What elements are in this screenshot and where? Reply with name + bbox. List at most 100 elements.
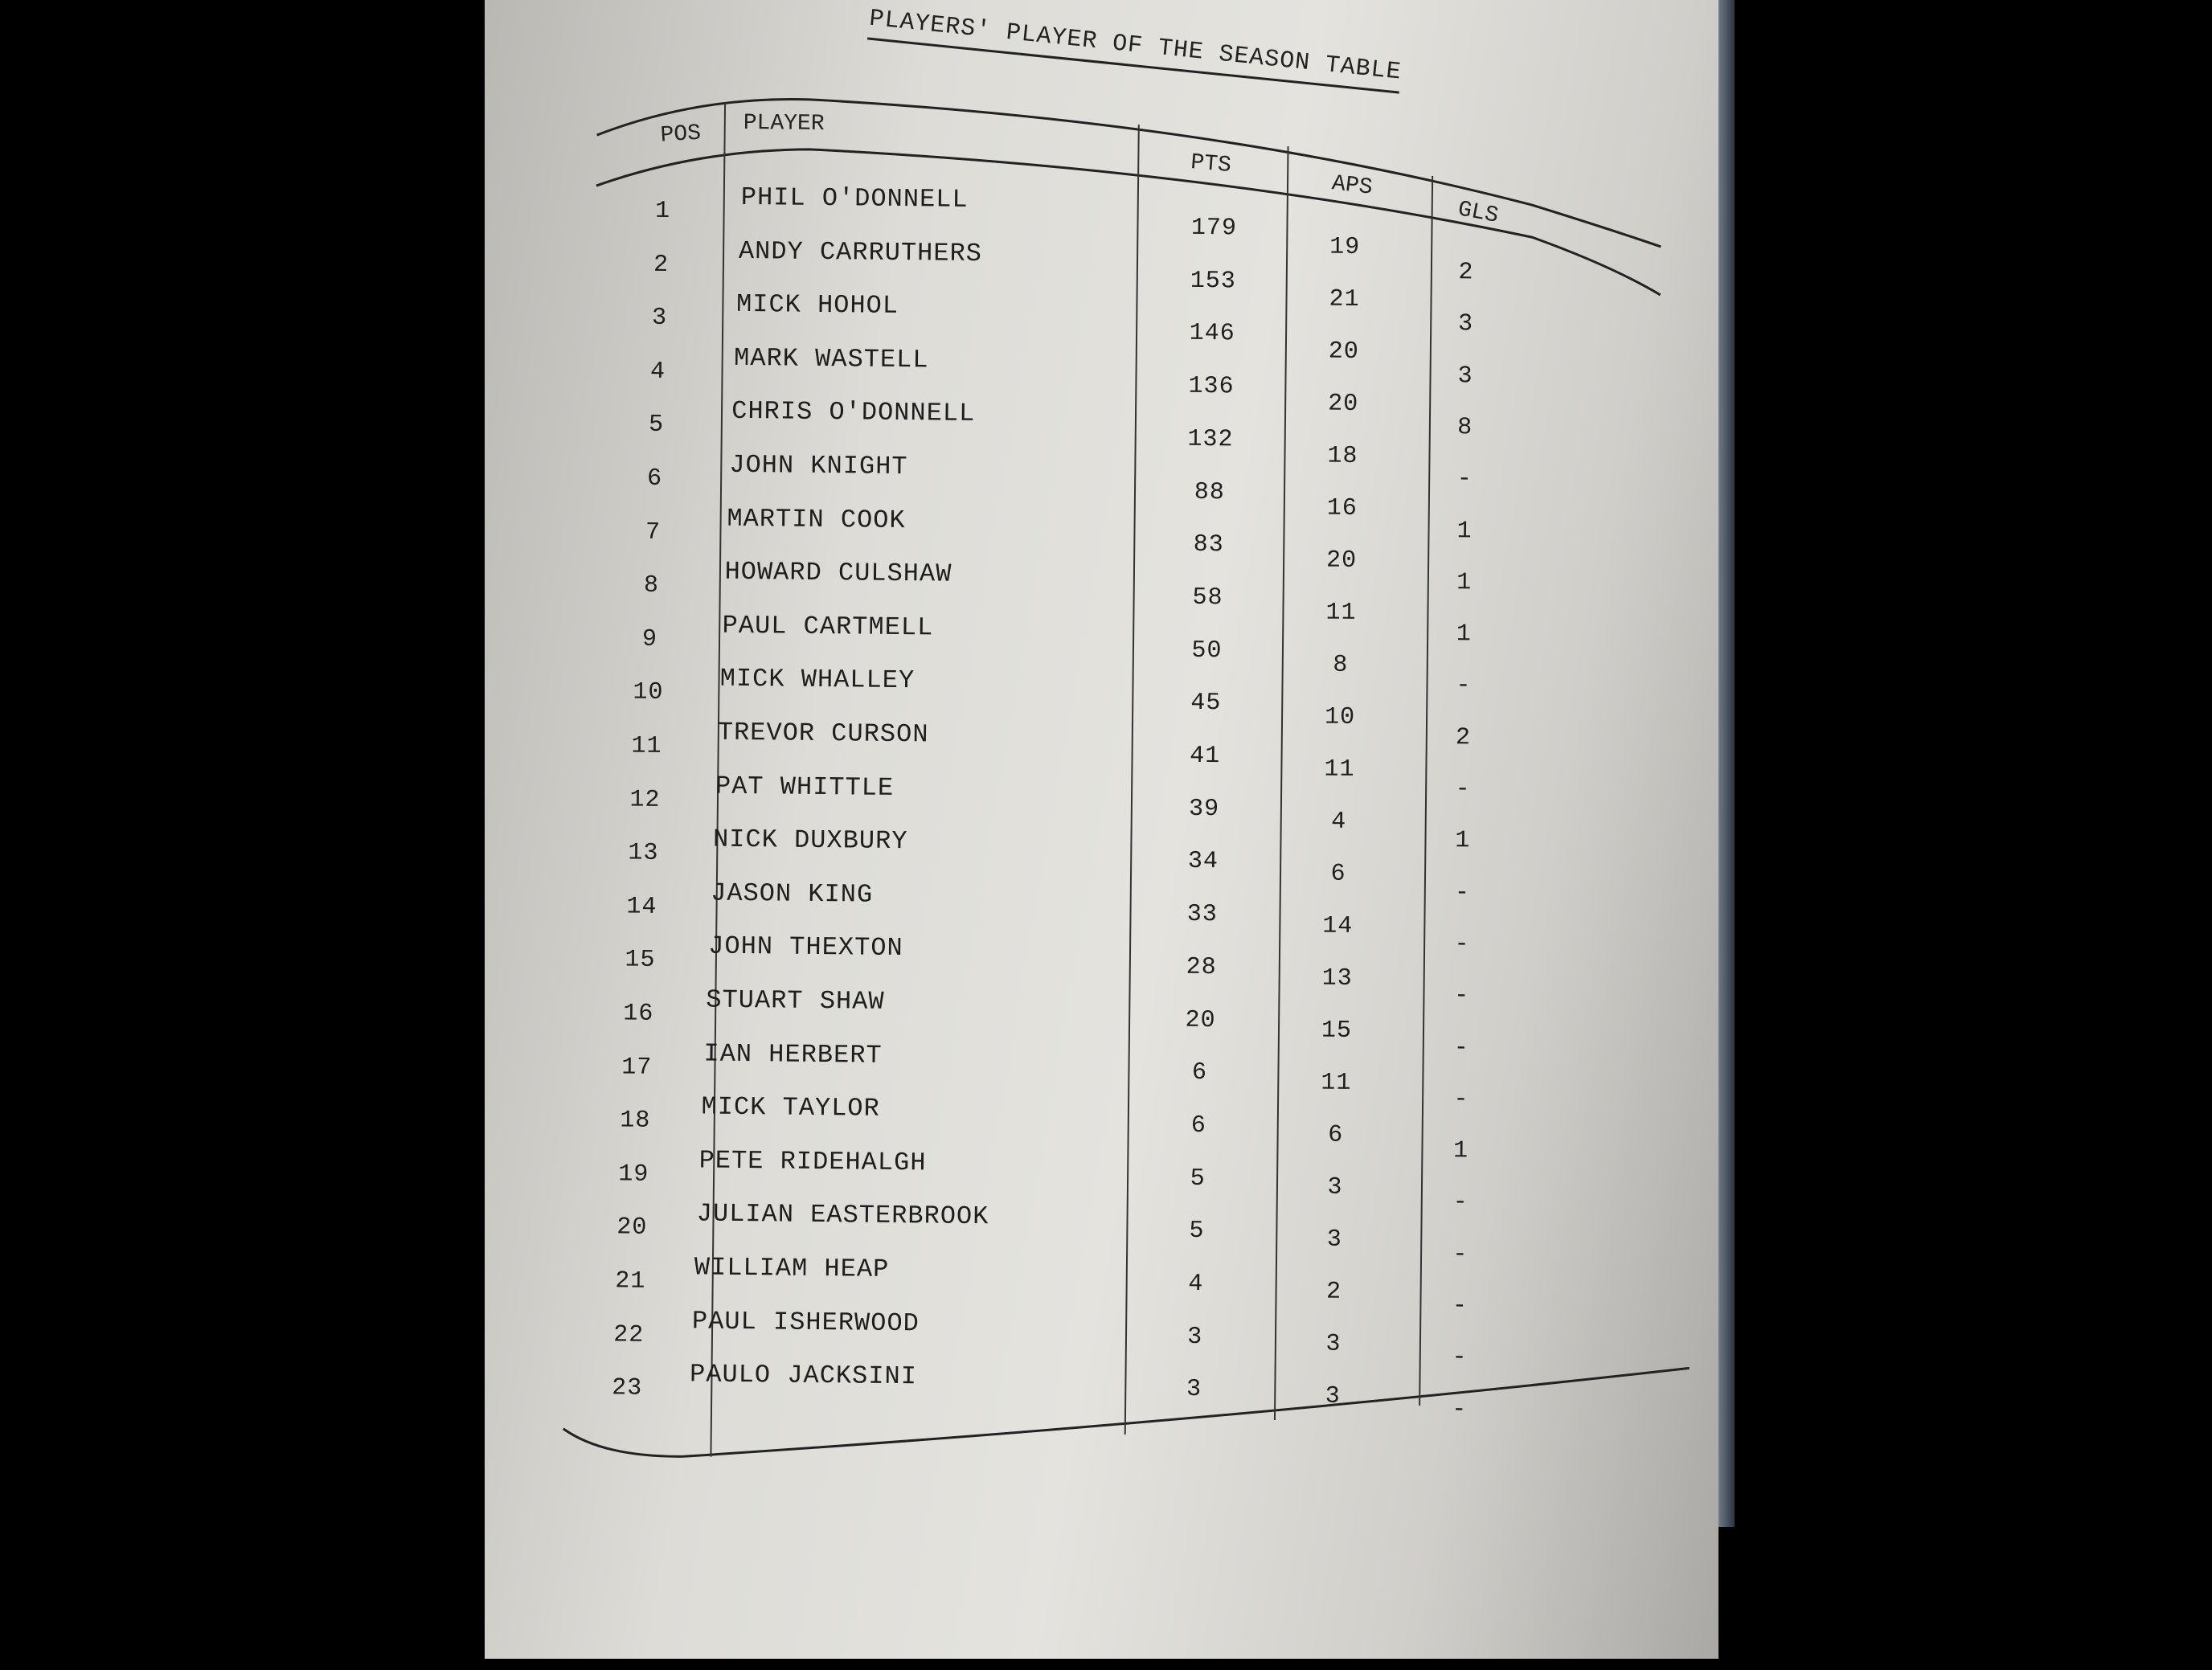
row-pos: 23 (612, 1374, 643, 1402)
row-gls: 1 (1455, 827, 1471, 855)
row-pts: 28 (1186, 953, 1217, 982)
header-pos: POS (659, 121, 702, 149)
row-pos: 17 (621, 1054, 653, 1082)
row-gls: - (1452, 1292, 1469, 1320)
binder-edge (1718, 0, 1735, 1527)
row-pts: 153 (1190, 267, 1236, 296)
row-pos: 15 (625, 946, 656, 975)
row-pos: 3 (651, 304, 668, 333)
row-pts: 3 (1186, 1376, 1202, 1404)
row-aps: 13 (1321, 964, 1353, 993)
row-pos: 9 (641, 625, 658, 653)
row-player-name: PAUL CARTMELL (722, 610, 934, 643)
header-player: PLAYER (743, 110, 825, 137)
row-player-name: IAN HERBERT (703, 1038, 883, 1070)
row-pts: 5 (1189, 1218, 1205, 1246)
row-player-name: MICK TAYLOR (701, 1091, 880, 1124)
row-aps: 15 (1321, 1017, 1353, 1045)
row-pts: 33 (1186, 900, 1218, 929)
row-aps: 11 (1324, 755, 1355, 784)
row-gls: 3 (1457, 310, 1474, 338)
row-pts: 179 (1190, 214, 1238, 243)
row-gls: - (1453, 982, 1470, 1010)
row-aps: 16 (1326, 494, 1358, 523)
row-pos: 12 (629, 786, 661, 814)
row-pts: 3 (1187, 1323, 1203, 1351)
row-pos: 8 (643, 571, 660, 600)
row-pts: 41 (1189, 742, 1221, 771)
row-gls: - (1456, 672, 1472, 700)
header-pts: PTS (1190, 150, 1232, 179)
row-gls: - (1451, 1395, 1468, 1424)
row-player-name: STUART SHAW (706, 984, 885, 1017)
row-gls: 8 (1457, 414, 1473, 442)
row-player-name: CHRIS O'DONNELL (731, 396, 976, 429)
row-pos: 16 (623, 1000, 654, 1028)
row-player-name: PAUL ISHERWOOD (691, 1305, 920, 1338)
row-player-name: PAULO JACKSINI (689, 1359, 918, 1392)
row-aps: 6 (1330, 860, 1346, 888)
row-pos: 5 (648, 411, 665, 440)
row-pos: 1 (654, 197, 671, 226)
row-aps: 3 (1326, 1226, 1342, 1254)
header-aps: APS (1330, 171, 1374, 201)
row-pts: 136 (1188, 372, 1235, 401)
row-pts: 50 (1191, 636, 1223, 665)
row-pos: 6 (646, 465, 663, 493)
row-aps: 14 (1322, 912, 1354, 940)
row-player-name: PHIL O'DONNELL (740, 182, 969, 215)
row-pos: 19 (618, 1160, 649, 1189)
row-pts: 146 (1189, 320, 1235, 348)
row-gls: - (1454, 878, 1471, 907)
row-gls: 2 (1458, 259, 1474, 287)
row-pos: 22 (613, 1320, 645, 1349)
row-aps: 3 (1325, 1382, 1341, 1410)
row-player-name: HOWARD CULSHAW (724, 556, 952, 589)
row-pts: 39 (1188, 795, 1220, 823)
row-pts: 4 (1188, 1270, 1204, 1299)
row-aps: 19 (1329, 233, 1361, 262)
row-player-name: WILLIAM HEAP (694, 1252, 890, 1284)
row-aps: 20 (1325, 546, 1358, 575)
row-player-name: JOHN KNIGHT (729, 449, 908, 482)
row-gls: - (1453, 1034, 1469, 1062)
row-pts: 45 (1190, 690, 1222, 718)
row-aps: 11 (1321, 1069, 1352, 1097)
row-pts: 5 (1190, 1164, 1206, 1193)
row-gls: 1 (1452, 1137, 1469, 1165)
row-aps: 2 (1325, 1278, 1342, 1306)
row-player-name: MICK WHALLEY (719, 664, 916, 696)
row-aps: 11 (1325, 599, 1357, 628)
row-pts: 83 (1193, 531, 1224, 559)
row-gls: 2 (1455, 723, 1472, 752)
row-aps: 4 (1331, 808, 1347, 836)
row-pos: 10 (633, 678, 664, 707)
row-player-name: PETE RIDEHALGH (698, 1145, 927, 1178)
row-pos: 21 (615, 1267, 646, 1295)
row-aps: 20 (1327, 390, 1359, 419)
row-pts: 6 (1190, 1111, 1206, 1140)
row-gls: 1 (1456, 517, 1473, 546)
row-player-name: JOHN THEXTON (708, 931, 903, 964)
row-gls: 1 (1456, 620, 1472, 649)
row-pts: 34 (1187, 848, 1219, 876)
row-player-name: JASON KING (710, 878, 874, 910)
row-player-name: PAT WHITTLE (715, 771, 895, 803)
paper-page (485, 0, 1718, 1659)
row-gls: - (1452, 1240, 1469, 1269)
row-player-name: MARK WASTELL (733, 342, 929, 375)
row-pos: 20 (616, 1214, 648, 1242)
row-aps: 20 (1328, 338, 1360, 366)
row-gls: - (1455, 776, 1471, 804)
row-gls: - (1453, 1086, 1469, 1114)
row-pos: 7 (645, 518, 662, 546)
row-pts: 132 (1187, 425, 1234, 454)
row-player-name: ANDY CARRUTHERS (738, 235, 983, 268)
row-pos: 14 (626, 893, 657, 921)
row-pts: 58 (1192, 583, 1223, 612)
row-gls: 1 (1456, 569, 1473, 597)
row-player-name: MARTIN COOK (727, 503, 906, 535)
row-pos: 2 (653, 251, 670, 279)
